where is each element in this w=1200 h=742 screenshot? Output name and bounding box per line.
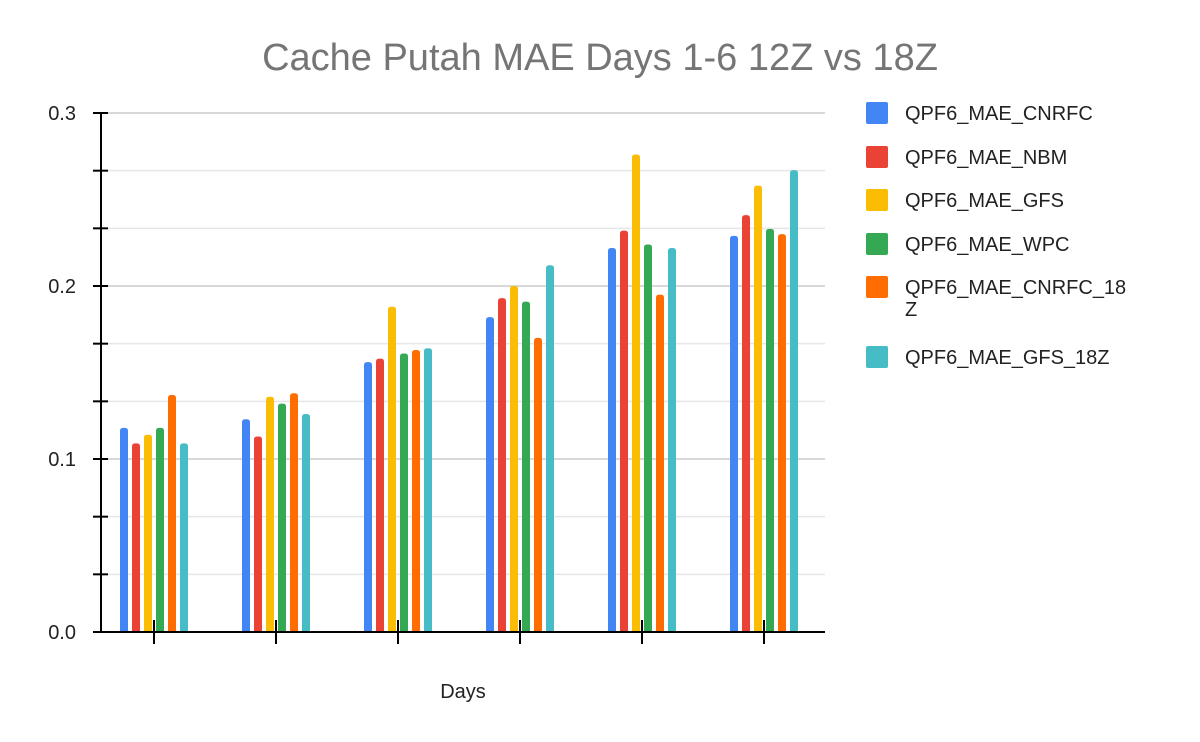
legend-label: QPF6_MAE_GFS [905, 190, 1064, 212]
bar-qpf6-mae-gfs-18z-2[interactable] [302, 414, 310, 632]
bar-qpf6-mae-gfs-18z-5[interactable] [668, 247, 676, 632]
legend-swatch [866, 189, 888, 211]
bar-qpf6-mae-gfs-4[interactable] [510, 286, 518, 632]
legend-swatch [866, 276, 888, 298]
y-tick-label: 0.2 [48, 276, 76, 298]
y-tick-label: 0.0 [48, 622, 76, 644]
bar-qpf6-mae-nbm-1[interactable] [132, 443, 140, 632]
bar-qpf6-mae-nbm-2[interactable] [254, 436, 262, 632]
axes [93, 112, 825, 644]
bar-qpf6-mae-nbm-5[interactable] [620, 230, 628, 632]
legend-swatch [866, 102, 888, 124]
legend-label: QPF6_MAE_WPC [905, 234, 1069, 256]
x-axis-title: Days [440, 681, 486, 703]
bar-qpf6-mae-gfs-18z-3[interactable] [424, 348, 432, 632]
bar-qpf6-mae-nbm-4[interactable] [498, 298, 506, 632]
bar-qpf6-mae-gfs-2[interactable] [266, 396, 274, 632]
bar-qpf6-mae-cnrfc-4[interactable] [486, 317, 494, 632]
bar-qpf6-mae-cnrfc-18z-5[interactable] [656, 294, 664, 632]
bar-qpf6-mae-cnrfc-6[interactable] [730, 235, 738, 632]
bar-qpf6-mae-cnrfc-2[interactable] [242, 419, 250, 632]
y-tick-label: 0.1 [48, 449, 76, 471]
legend-item[interactable]: QPF6_MAE_CNRFC [866, 102, 1093, 125]
bar-qpf6-mae-gfs-6[interactable] [754, 185, 762, 632]
bar-qpf6-mae-cnrfc-3[interactable] [364, 362, 372, 632]
y-tick-labels: 0.0 0.1 0.2 0.3 [48, 103, 76, 644]
legend-item[interactable]: QPF6_MAE_NBM [866, 146, 1067, 169]
bar-qpf6-mae-gfs-18z-1[interactable] [180, 443, 188, 632]
legend-label: QPF6_MAE_NBM [905, 147, 1067, 169]
bar-qpf6-mae-wpc-4[interactable] [522, 301, 530, 632]
bar-qpf6-mae-wpc-1[interactable] [156, 427, 164, 632]
legend-item[interactable]: QPF6_MAE_GFS_18Z [866, 346, 1110, 369]
bar-qpf6-mae-gfs-5[interactable] [632, 154, 640, 632]
bar-qpf6-mae-cnrfc-5[interactable] [608, 247, 616, 632]
bar-qpf6-mae-cnrfc-18z-3[interactable] [412, 350, 420, 632]
bar-qpf6-mae-cnrfc-18z-6[interactable] [778, 234, 786, 632]
legend-label: QPF6_MAE_CNRFC_18 Z [905, 277, 1126, 321]
legend-item[interactable]: QPF6_MAE_CNRFC_18 Z [866, 276, 1126, 321]
gridlines [93, 112, 825, 576]
y-tick-label: 0.3 [48, 103, 76, 125]
bar-qpf6-mae-wpc-6[interactable] [766, 228, 774, 632]
legend-swatch [866, 346, 888, 368]
bar-qpf6-mae-nbm-6[interactable] [742, 215, 750, 632]
legend-item[interactable]: QPF6_MAE_GFS [866, 189, 1064, 212]
bar-qpf6-mae-wpc-3[interactable] [400, 353, 408, 632]
bar-qpf6-mae-gfs-1[interactable] [144, 434, 152, 632]
bar-qpf6-mae-cnrfc-1[interactable] [120, 427, 128, 632]
bar-qpf6-mae-nbm-3[interactable] [376, 358, 384, 632]
bar-qpf6-mae-gfs-3[interactable] [388, 306, 396, 632]
bar-qpf6-mae-gfs-18z-6[interactable] [790, 170, 798, 632]
bar-qpf6-mae-gfs-18z-4[interactable] [546, 265, 554, 632]
chart-title: Cache Putah MAE Days 1-6 12Z vs 18Z [262, 37, 938, 79]
bar-qpf6-mae-cnrfc-18z-2[interactable] [290, 393, 298, 632]
bar-qpf6-mae-wpc-2[interactable] [278, 403, 286, 632]
legend-item[interactable]: QPF6_MAE_WPC [866, 233, 1069, 256]
bar-qpf6-mae-cnrfc-18z-1[interactable] [168, 394, 176, 632]
legend-label: QPF6_MAE_CNRFC [905, 103, 1093, 125]
bar-qpf6-mae-cnrfc-18z-4[interactable] [534, 337, 542, 632]
bars [120, 154, 798, 633]
legend[interactable]: QPF6_MAE_CNRFC QPF6_MAE_NBM QPF6_MAE_GFS QP… [866, 102, 1126, 369]
legend-swatch [866, 146, 888, 168]
bar-qpf6-mae-wpc-5[interactable] [644, 244, 652, 633]
legend-label: QPF6_MAE_GFS_18Z [905, 347, 1110, 369]
legend-swatch [866, 233, 888, 255]
